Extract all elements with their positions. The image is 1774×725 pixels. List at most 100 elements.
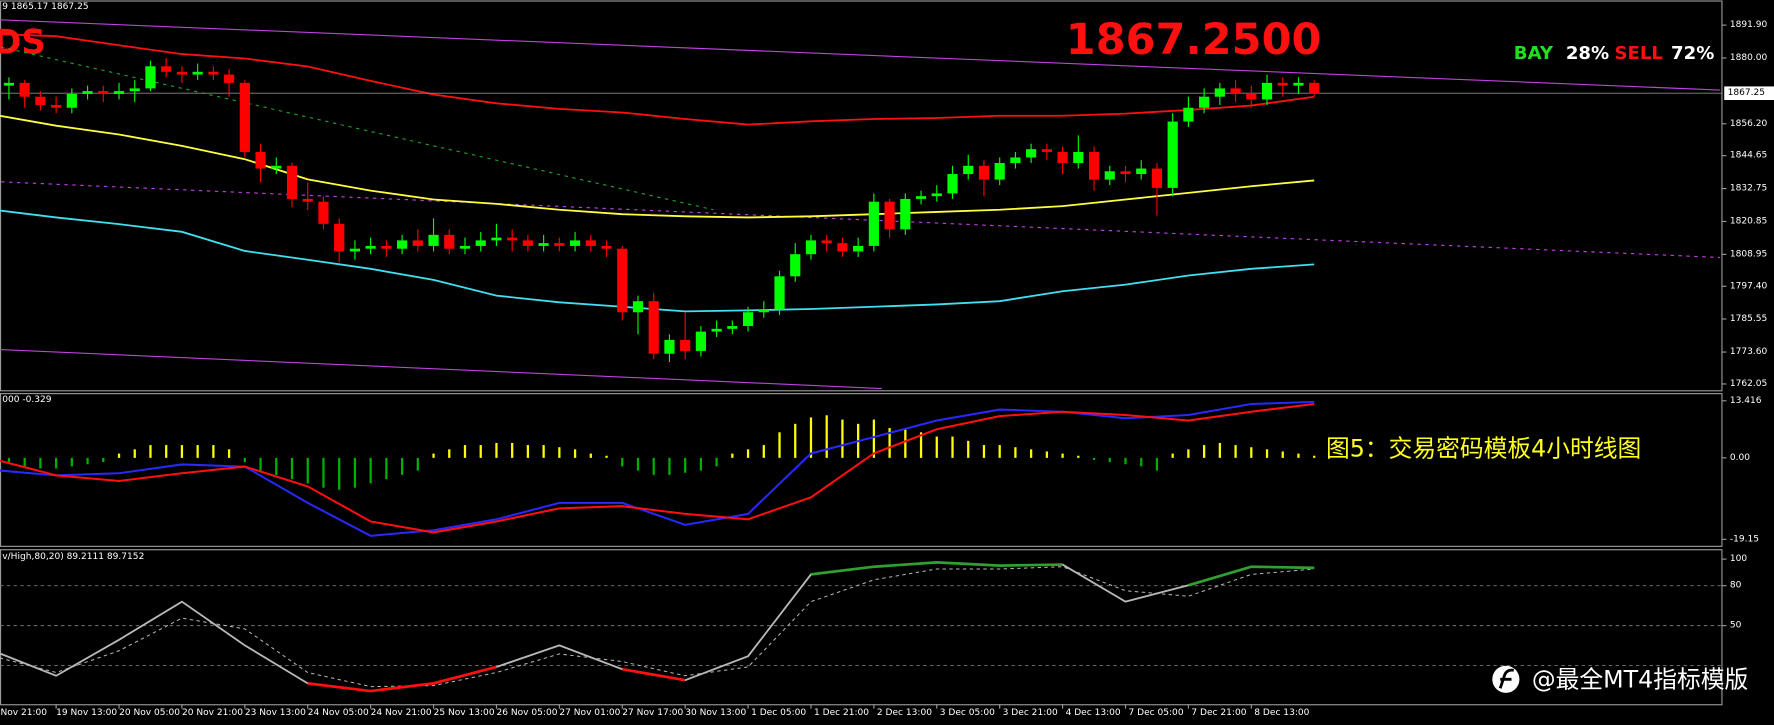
candle-body [224, 74, 235, 83]
y-tick-label: 1808.95 [1730, 249, 1767, 259]
y-tick-label: 1820.85 [1730, 216, 1767, 226]
candle-body [381, 245, 392, 249]
histogram-bar [243, 457, 246, 463]
candle-body [113, 91, 125, 94]
candle-body [318, 201, 329, 224]
candle-body [1246, 93, 1257, 100]
candle-body [569, 240, 581, 246]
trend-line [0, 181, 1720, 259]
histogram-bar [542, 445, 545, 458]
x-tick-label: 4 Dec 13:00 [1066, 708, 1121, 718]
candle-body [1026, 149, 1037, 158]
candle-body [522, 240, 533, 246]
histogram-bar [1124, 457, 1127, 465]
candle-body [585, 240, 596, 246]
histogram-bar [117, 453, 121, 458]
stoch-panel-frame [0, 549, 1723, 706]
histogram-bar [1281, 451, 1284, 458]
candle-body [711, 328, 722, 332]
x-tick-label: 20 Nov 05:00 [119, 708, 180, 718]
histogram-bar [982, 445, 986, 458]
histogram-bar [762, 445, 765, 458]
x-tick-label: 23 Nov 13:00 [245, 708, 306, 718]
x-tick-label: Nov 21:00 [0, 708, 47, 718]
candle-body [900, 198, 911, 230]
candle-body [192, 71, 203, 75]
histogram-bar [904, 428, 907, 458]
candle-body [1073, 151, 1084, 164]
candle-body [491, 237, 502, 241]
histogram-bar [1313, 455, 1316, 458]
candle-body [1293, 82, 1304, 86]
buy-value: 28% [1566, 43, 1609, 64]
watermark-glyph [1498, 668, 1515, 689]
candle-body [931, 193, 942, 197]
histogram-bar [1140, 457, 1143, 467]
macd-line [0, 403, 1315, 534]
histogram-bar [746, 449, 750, 458]
candle-body [837, 243, 848, 252]
stoch-oversold [307, 665, 497, 693]
histogram-bar [1030, 449, 1033, 458]
x-tick-label: 20 Nov 21:00 [182, 708, 243, 718]
candle-body [758, 309, 769, 313]
last-price-box [1724, 86, 1774, 101]
histogram-bar [1297, 453, 1300, 458]
watermark: @最全MT4指标模版 [1532, 665, 1748, 693]
x-tick-label: 24 Nov 21:00 [371, 708, 432, 718]
histogram-bar [1077, 455, 1080, 458]
candle-body [412, 240, 423, 246]
candle-body [145, 66, 156, 89]
histogram-bar [967, 440, 970, 458]
candle-body [1136, 168, 1147, 175]
candle-body [475, 240, 486, 246]
histogram-bar [259, 457, 262, 471]
x-tick-label: 25 Nov 13:00 [434, 708, 495, 718]
y-tick-label: 1891.90 [1730, 20, 1768, 30]
histogram-bar [1045, 451, 1048, 458]
candle-body [428, 234, 439, 246]
histogram-bar [699, 457, 703, 471]
y-tick-label: 1856.20 [1730, 119, 1768, 129]
candle-body [601, 245, 612, 249]
histogram-bar [133, 449, 136, 458]
candle-body [695, 331, 706, 351]
histogram-bar [668, 457, 671, 475]
candle-body [538, 243, 549, 246]
macd-header: 000 -0.329 [2, 395, 52, 405]
candle-body [853, 245, 864, 252]
candle-body [1088, 151, 1100, 180]
histogram-bar [369, 457, 372, 484]
y-tick-label: -19.15 [1730, 534, 1759, 544]
histogram-bar [1014, 447, 1017, 458]
candle-body [727, 326, 738, 329]
candle-body [821, 240, 832, 244]
histogram-bar [778, 432, 781, 458]
candle-body [805, 240, 817, 255]
candle-body [884, 201, 895, 230]
trend-line [0, 19, 1720, 91]
histogram-bar [495, 442, 498, 458]
x-tick-label: 8 Dec 13:00 [1254, 708, 1309, 718]
candle-body [302, 198, 313, 202]
candle-body [978, 165, 990, 180]
trend-line [0, 348, 882, 390]
annotation: 图5：交易密码模板4小时线图 [1326, 434, 1641, 462]
candle-body [947, 174, 958, 194]
histogram-bar [935, 436, 938, 458]
candle-body [35, 96, 46, 105]
histogram-bar [39, 457, 42, 469]
x-tick-label: 1 Dec 05:00 [751, 708, 806, 718]
candle-body [994, 163, 1005, 180]
histogram-bar [86, 457, 89, 465]
y-tick-label: 0.00 [1730, 453, 1750, 463]
stoch-overbought [1188, 565, 1315, 587]
symbol: DS [0, 22, 46, 62]
histogram-bar [825, 415, 828, 458]
sell-label: SELL [1614, 43, 1663, 64]
candle-body [868, 201, 879, 246]
price-title: 1867.2500 [1066, 15, 1322, 65]
histogram-bar [227, 449, 231, 458]
